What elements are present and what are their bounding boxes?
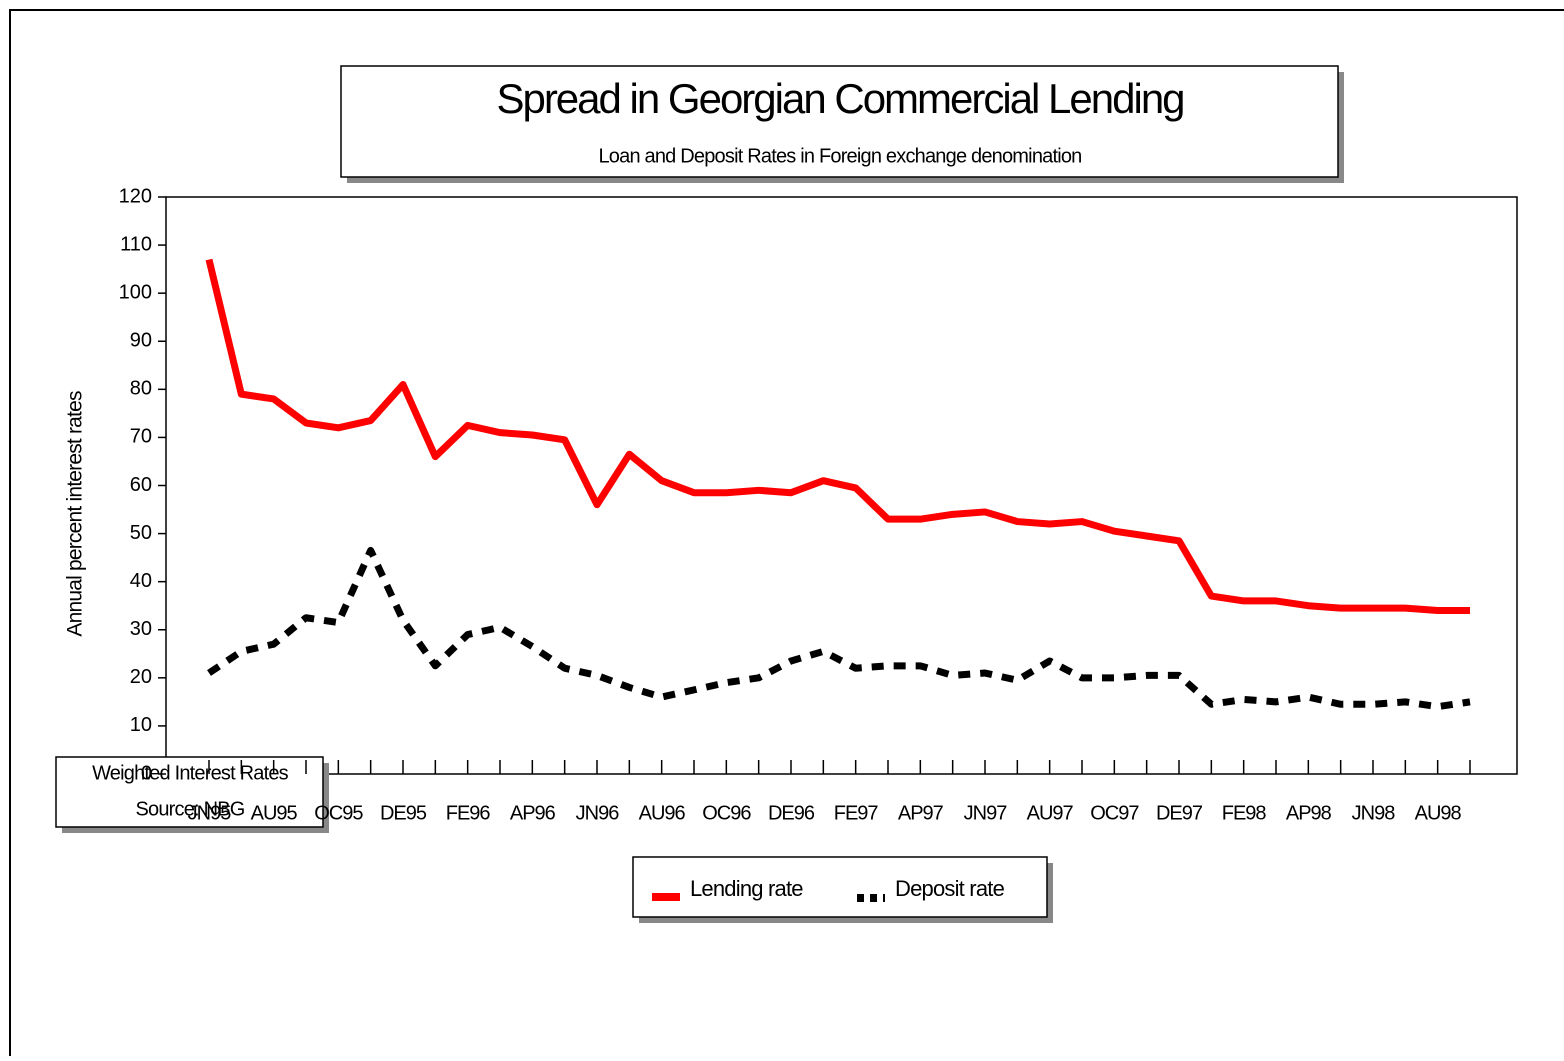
x-tick-label: OC96	[702, 802, 751, 824]
note-text: Weighted Interest Rates	[92, 762, 289, 784]
x-tick-label: JN98	[1352, 802, 1396, 824]
x-tick-label: JN96	[576, 802, 620, 824]
x-tick-label: FE96	[446, 802, 491, 824]
y-tick-label: 10	[130, 714, 152, 736]
legend-label: Deposit rate	[895, 876, 1005, 901]
y-tick-label: 120	[119, 185, 152, 207]
y-tick-label: 70	[130, 426, 152, 448]
x-tick-label: DE96	[768, 802, 815, 824]
x-tick-label: AU98	[1415, 802, 1462, 824]
x-tick-label: DE95	[380, 802, 427, 824]
note-box	[55, 756, 324, 828]
y-tick-label: 50	[130, 522, 152, 544]
series-line	[207, 546, 1471, 711]
x-tick-label: AU97	[1027, 802, 1074, 824]
title-box	[340, 65, 1339, 178]
y-tick-label: 40	[130, 570, 152, 592]
x-tick-label: AP98	[1286, 802, 1332, 824]
y-tick-label: 110	[120, 233, 152, 255]
x-tick-label: AU96	[639, 802, 686, 824]
x-tick-label: AU95	[251, 802, 298, 824]
y-tick-label: 30	[130, 618, 152, 640]
outer-border	[9, 9, 1564, 1061]
y-tick-label: 60	[130, 474, 152, 496]
chart-title: Spread in Georgian Commercial Lending	[496, 75, 1183, 122]
y-tick-label: 100	[119, 281, 152, 303]
y-tick-label: 20	[130, 666, 152, 688]
x-tick-label: AP96	[510, 802, 556, 824]
x-tick-label: AP97	[898, 802, 944, 824]
y-tick-label: 80	[130, 378, 152, 400]
legend-box	[632, 856, 1048, 918]
y-tick-label: 90	[130, 330, 152, 352]
x-tick-label: JN95	[188, 802, 232, 824]
y-axis-label: Annual percent interest rates	[64, 391, 87, 637]
series-line	[205, 258, 1470, 615]
x-tick-label: FE97	[834, 802, 879, 824]
note-text: Source: NBG	[135, 798, 244, 820]
x-tick-label: OC95	[314, 802, 363, 824]
y-tick-label: 0	[141, 762, 152, 784]
x-tick-label: JN97	[964, 802, 1008, 824]
x-tick-label: OC97	[1090, 802, 1139, 824]
x-tick-label: DE97	[1156, 802, 1203, 824]
legend-label: Lending rate	[690, 876, 803, 901]
x-tick-label: FE98	[1222, 802, 1267, 824]
chart-subtitle: Loan and Deposit Rates in Foreign exchan…	[598, 145, 1081, 167]
